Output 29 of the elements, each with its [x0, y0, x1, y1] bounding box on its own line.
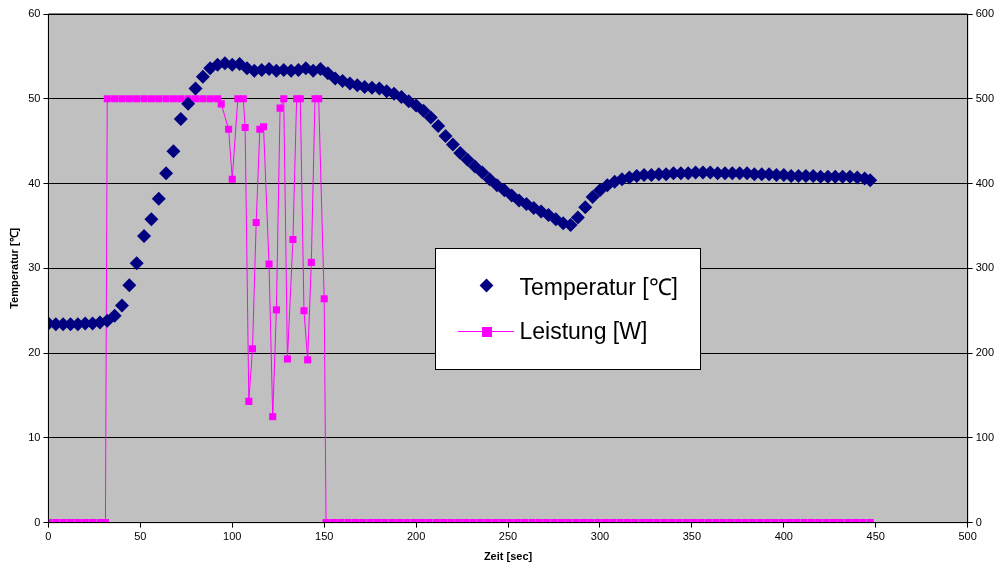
- y-tick-label: 10: [28, 430, 41, 443]
- y2-tick-label: 300: [975, 261, 995, 274]
- x-tick-label: 350: [682, 530, 702, 543]
- y-axis-title: Temperatur [℃]: [7, 227, 20, 309]
- x-tick-label: 150: [315, 530, 334, 543]
- y2-tick-label: 100: [975, 430, 995, 443]
- x-tick-label: 500: [958, 530, 977, 543]
- y2-tick-label: 200: [975, 346, 995, 359]
- x-tick-label: 250: [498, 530, 518, 543]
- x-tick-label: 300: [590, 530, 610, 543]
- x-tick-label: 200: [406, 530, 426, 543]
- y-tick-label: 30: [28, 261, 41, 274]
- x-tick-label: 400: [774, 530, 793, 543]
- y-tick-label: 0: [34, 515, 41, 528]
- y-tick-label: 20: [28, 346, 41, 359]
- y-tick-label: 60: [28, 7, 41, 20]
- y2-tick-label: 600: [975, 7, 995, 20]
- x-tick-label: 100: [223, 530, 242, 543]
- y2-tick-label: 500: [975, 91, 995, 104]
- y2-tick-label: 400: [975, 176, 995, 189]
- y-tick-label: 50: [28, 91, 41, 104]
- x-tick-label: 50: [134, 530, 147, 543]
- y-tick-label: 40: [28, 176, 41, 189]
- x-tick-label: 0: [45, 530, 52, 543]
- y2-tick-label: 0: [975, 515, 982, 528]
- legend-label: Leistung [W]: [519, 318, 648, 346]
- x-axis-title: Zeit [sec]: [483, 550, 533, 563]
- legend-label: Temperatur [℃]: [519, 272, 678, 302]
- x-tick-label: 450: [866, 530, 885, 543]
